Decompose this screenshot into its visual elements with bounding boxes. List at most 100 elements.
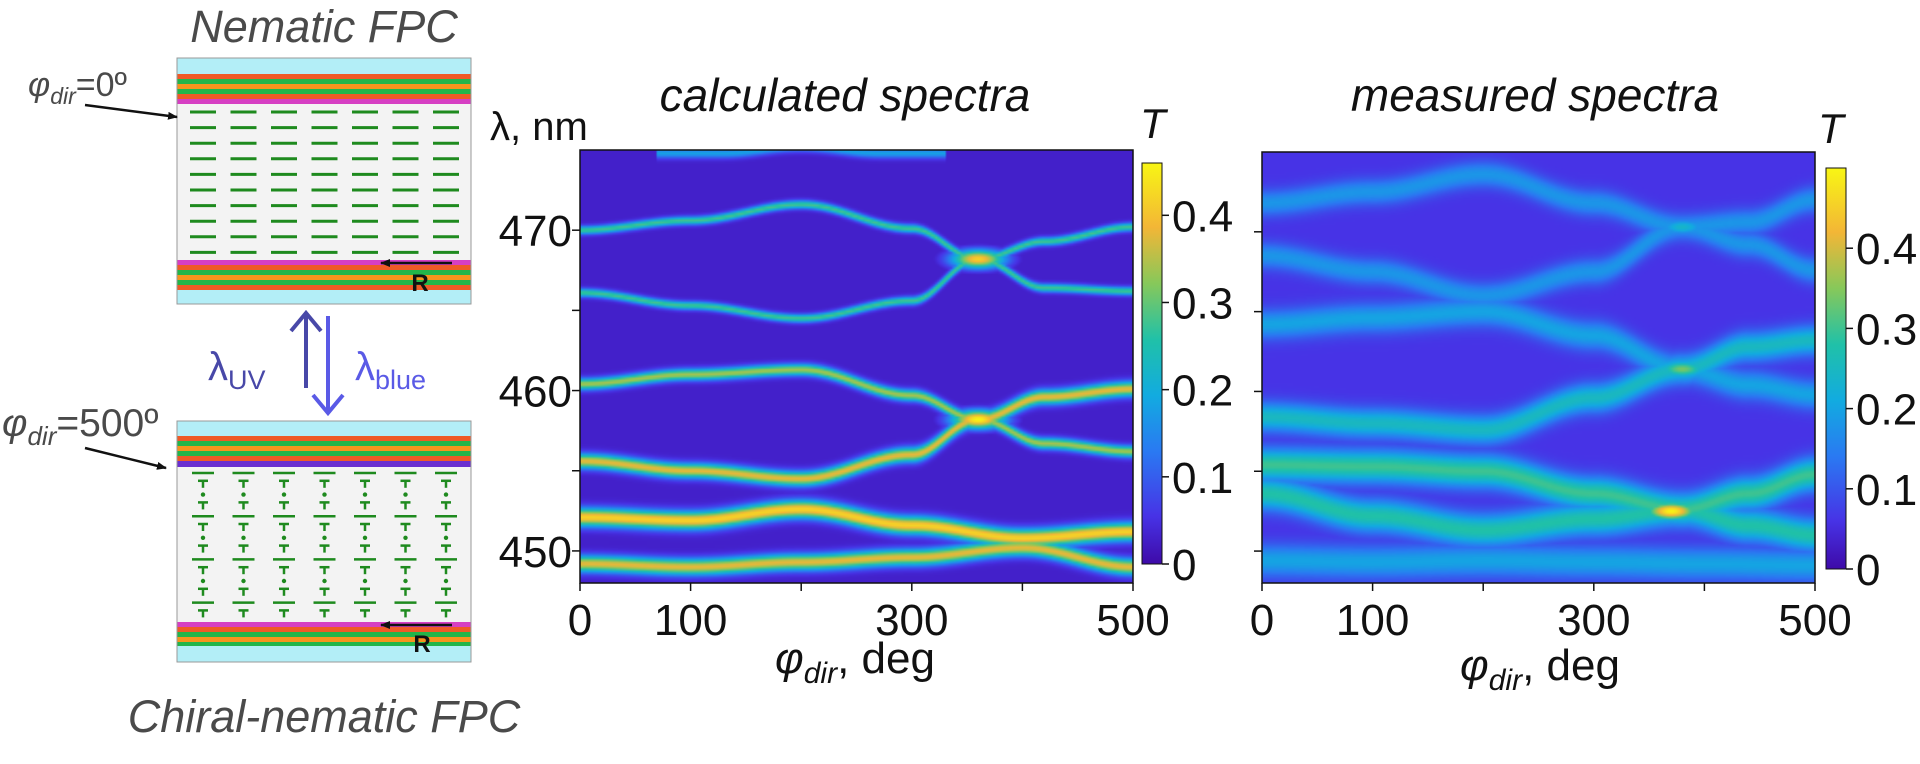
chiral-molecule [279,609,289,618]
meas-colorbar-tick-label: 0.4 [1856,225,1917,274]
top-phi-sub: dir [50,83,77,109]
meas-colorbar-tick-label: 0.1 [1856,466,1917,515]
meas-xlabel-rest: , deg [1522,641,1620,690]
meas-xlabel: φdir, deg [1460,641,1620,697]
chiral-molecule [443,535,449,540]
meas-xlabel-sub: dir [1489,664,1523,697]
calc-colorbar [1141,162,1163,565]
chiral-molecule [241,535,246,540]
chiral-molecule [360,479,370,488]
chiral-molecule [281,578,287,584]
chiral-molecule [441,565,451,575]
uv-arrow-head [289,309,323,333]
chiral-molecule [238,565,249,575]
top-phi-value: =0º [76,66,127,104]
calc-x-tick-label: 100 [654,596,727,645]
calc-y-tick-label: 460 [499,368,572,417]
chiral-molecule [319,609,330,618]
meas-axes: 0 100 300 500 [1250,231,1852,645]
chiral-molecule [362,492,368,497]
bottom-cell-top-layer-orange [177,446,471,451]
chiral-molecule [441,479,451,488]
chiral-molecule [198,609,208,618]
top-cell-bottom-layer-orange [177,275,471,280]
chiral-molecule [441,501,451,510]
chiral-molecule [198,522,208,531]
top-cell-lc-layer [177,104,471,260]
chiral-molecule [241,492,246,497]
chiral-molecule [360,522,370,531]
chiral-molecule [198,544,208,553]
top-cell-top-layer-orange [177,84,471,89]
bottom-cell-border [176,420,472,663]
bottom-rubbing-label: R [413,631,430,658]
chiral-molecule [198,479,208,488]
bottom-phi-label: φdir=500º [2,402,158,451]
calc-title: calculated spectra [660,69,1031,121]
chiral-molecule [322,492,327,497]
chiral-molecule [319,501,330,510]
chiral-molecule [281,492,287,497]
chiral-molecule [400,565,411,575]
chiral-molecule [279,522,289,531]
bottom-cell-top-alignment [177,461,471,467]
calc-plot-frame [579,149,1134,584]
calc-y-tick-label: 450 [499,528,572,577]
chiral-molecule [322,535,327,540]
calc-colorbar-label: T [1140,100,1169,147]
chiral-molecule [238,544,249,553]
top-cell-top-glass [177,58,471,74]
uv-lambda: λ [208,345,228,389]
bottom-cell-bottom-layer-red [177,627,471,632]
chiral-molecule [200,578,206,584]
top-phi-symbol: φ [28,66,50,104]
meas-colorbar-tick-label: 0.3 [1856,305,1917,354]
chiral-molecule [400,587,411,596]
blue-sub: blue [375,365,426,395]
top-cell-bottom-layer-red-2 [177,285,471,290]
top-cell-bottom-layer-red [177,265,471,270]
top-cell-top-alignment [177,99,471,104]
chiral-molecule [198,587,208,596]
chiral-molecule [238,522,249,531]
chiral-molecule [400,479,411,488]
calc-colorbar-tick-label: 0.4 [1172,192,1233,241]
chiral-molecule [198,501,208,510]
chiral-molecule [322,578,327,584]
bottom-phi-sub: dir [27,421,57,451]
chiral-molecule [403,578,408,584]
chiral-molecule [319,544,330,553]
chiral-molecule [362,535,368,540]
top-cell: R [176,57,472,305]
meas-colorbar-ticks: 0 0.1 0.2 0.3 0.4 [1846,225,1917,595]
top-cell-bottom-layer-green [177,270,471,275]
chiral-molecule [400,501,411,510]
chiral-molecule [281,535,287,540]
bottom-cell-top-layer-red-2 [177,456,471,461]
uv-label: λUV [208,345,266,395]
bottom-cell-bottom-layer-green-2 [177,642,471,646]
chiral-molecule [362,578,368,584]
uv-sub: UV [228,365,266,395]
meas-colorbar [1825,167,1847,570]
bottom-title: Chiral-nematic FPC [128,691,521,742]
chiral-molecule [441,609,451,618]
meas-plot-frame [1261,151,1816,584]
chiral-molecule [443,492,449,497]
bottom-cell-bottom-layer-green [177,632,471,637]
meas-x-tick-label: 100 [1336,596,1409,645]
chiral-molecule [279,501,289,510]
bottom-cell-bottom-glass [177,646,471,662]
top-cell-top-layer-red [177,74,471,79]
chiral-molecule [403,535,408,540]
bottom-cell-top-layer-green [177,441,471,446]
chiral-molecule [441,522,451,531]
chiral-molecule [238,609,249,618]
chiral-molecule [443,578,449,584]
chiral-molecule [400,522,411,531]
calc-xlabel-sub: dir [804,657,838,690]
meas-heatmap [1262,152,1815,583]
top-cell-top-layer-red-2 [177,94,471,99]
top-phi-label: φdir=0º [28,66,127,109]
meas-xlabel-symbol: φ [1460,641,1489,690]
